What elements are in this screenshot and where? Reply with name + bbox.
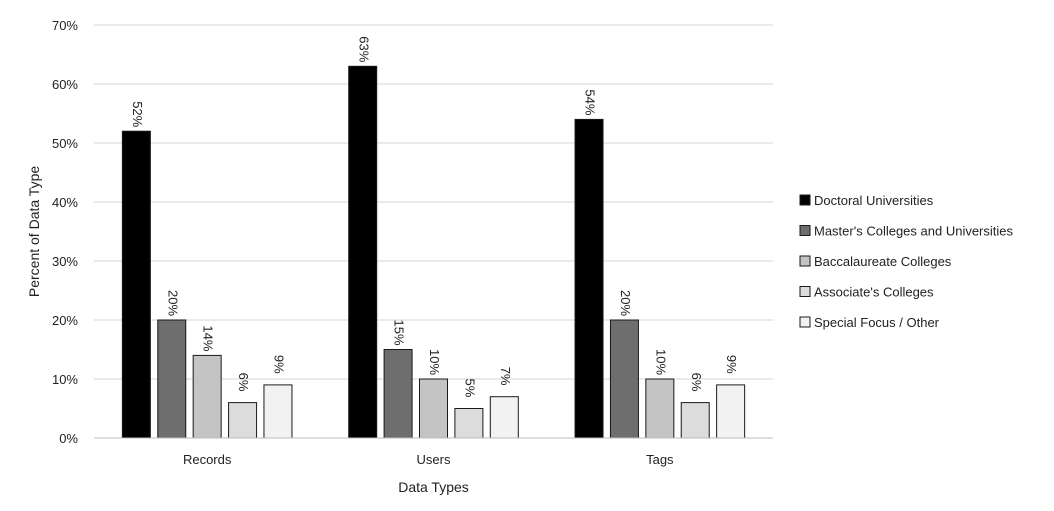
data-label: 20% — [165, 290, 180, 316]
y-tick-label: 20% — [52, 313, 78, 328]
data-label: 7% — [498, 367, 513, 386]
data-label: 9% — [724, 355, 739, 374]
y-tick-label: 60% — [52, 77, 78, 92]
legend-swatch — [799, 316, 811, 328]
y-tick-label: 50% — [52, 136, 78, 151]
legend-swatch — [799, 194, 811, 206]
data-label: 14% — [201, 325, 216, 351]
legend-label: Associate's Colleges — [814, 285, 934, 300]
bar — [383, 349, 413, 439]
data-label: 6% — [689, 373, 704, 392]
data-label: 52% — [130, 101, 145, 127]
y-tick-label: 40% — [52, 195, 78, 210]
y-tick-label: 0% — [59, 431, 78, 446]
y-tick-label: 10% — [52, 372, 78, 387]
bar — [609, 319, 639, 439]
y-axis-ticks: 0% 10% 20% 30% 40% 50% 60% 70% — [52, 18, 78, 446]
bar — [419, 378, 448, 439]
legend-label: Master's Colleges and Universities — [814, 224, 1014, 239]
legend-swatch — [799, 225, 811, 236]
data-label: 63% — [356, 36, 371, 62]
legend-label: Special Focus / Other — [814, 315, 940, 330]
gridlines — [94, 24, 773, 380]
data-label: 10% — [427, 349, 442, 375]
legend-label: Doctoral Universities — [814, 193, 934, 208]
y-axis-title: Percent of Data Type — [26, 166, 42, 297]
data-label: 6% — [236, 373, 251, 392]
bar — [489, 396, 519, 439]
data-label: 54% — [583, 89, 598, 115]
x-tick-label: Users — [417, 452, 451, 467]
data-label: 9% — [272, 355, 287, 374]
bar — [348, 65, 378, 439]
bar — [454, 408, 484, 439]
legend-swatch — [799, 286, 811, 297]
bar — [157, 319, 187, 439]
x-axis-ticks: Records Users Tags — [183, 452, 674, 467]
y-tick-label: 30% — [52, 254, 78, 269]
data-labels: 52% 20% 14% 6% 9% 63% 15% 10% 5% 7% 54% 20% 10% 6% 9% — [130, 36, 739, 397]
y-tick-label: 70% — [52, 18, 78, 33]
data-label: 10% — [653, 349, 668, 375]
data-label: 15% — [392, 320, 407, 346]
bar — [645, 378, 675, 439]
legend-swatch — [799, 255, 811, 267]
bars — [121, 65, 746, 439]
legend-label: Baccalaureate Colleges — [814, 254, 952, 269]
bar — [680, 402, 710, 439]
bar — [263, 384, 293, 439]
data-label: 20% — [618, 290, 633, 316]
x-tick-label: Records — [183, 452, 232, 467]
bar — [228, 402, 258, 439]
bar — [121, 130, 151, 439]
x-axis-title: Data Types — [398, 479, 469, 495]
bar — [574, 118, 604, 439]
bar — [192, 354, 222, 439]
legend: Doctoral Universities Master's Colleges a… — [799, 193, 1014, 330]
bar — [716, 384, 746, 439]
data-label: 5% — [462, 379, 477, 398]
x-tick-label: Tags — [646, 452, 674, 467]
